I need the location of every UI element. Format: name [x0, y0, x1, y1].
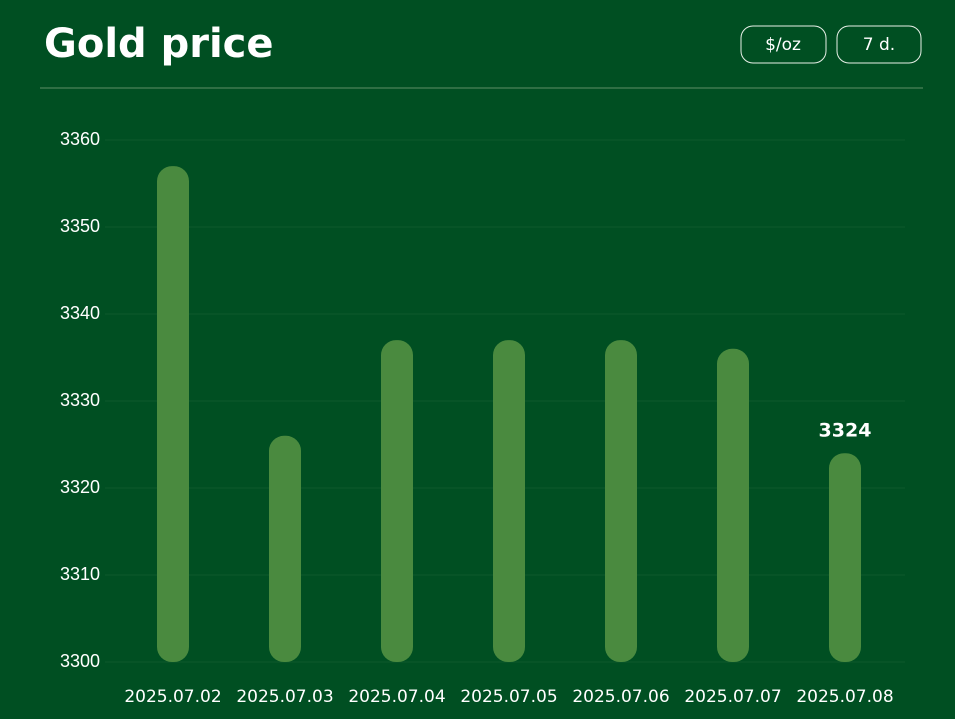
bar [605, 340, 637, 662]
x-tick-label: 2025.07.05 [460, 687, 557, 707]
button-border [836, 25, 922, 64]
bar [157, 166, 189, 662]
y-tick-label: 3360 [60, 129, 100, 149]
unit-button[interactable]: $/oz [740, 25, 827, 64]
y-tick-label: 3320 [60, 477, 100, 497]
value-label: 3324 [819, 420, 872, 442]
range-button[interactable]: 7 d. [836, 25, 922, 64]
button-label[interactable]: $/oz [765, 35, 801, 55]
y-tick-label: 3340 [60, 303, 100, 323]
x-tick-label: 2025.07.08 [796, 687, 893, 707]
y-tick-label: 3330 [60, 390, 100, 410]
y-tick-label: 3350 [60, 216, 100, 236]
y-tick-label: 3300 [60, 651, 100, 671]
bar [829, 453, 861, 662]
button-label[interactable]: 7 d. [863, 35, 895, 55]
bar [269, 435, 301, 662]
x-tick-label: 2025.07.06 [572, 687, 669, 707]
y-tick-label: 3310 [60, 564, 100, 584]
x-tick-label: 2025.07.07 [684, 687, 781, 707]
x-tick-label: 2025.07.04 [348, 687, 445, 707]
bar [717, 348, 749, 662]
bar [493, 340, 525, 662]
bar [381, 340, 413, 662]
page-title: Gold price [44, 21, 274, 67]
button-border [740, 25, 827, 64]
x-tick-label: 2025.07.03 [236, 687, 333, 707]
x-tick-label: 2025.07.02 [124, 687, 221, 707]
